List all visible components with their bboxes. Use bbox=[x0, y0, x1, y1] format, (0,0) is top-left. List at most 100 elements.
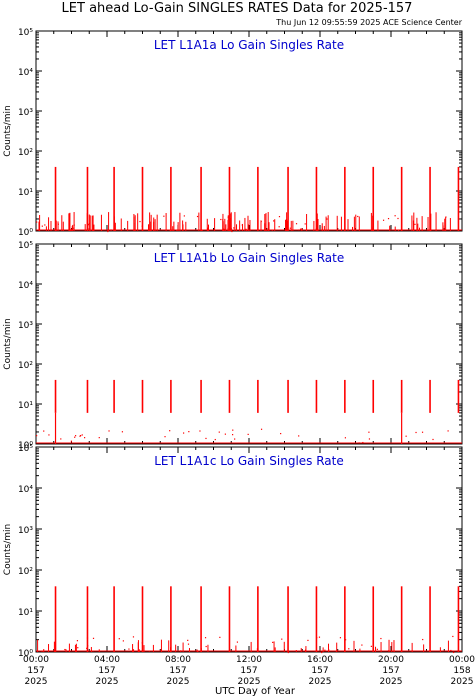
data-point bbox=[224, 433, 226, 435]
x-tick-label-time: 04:00 bbox=[94, 655, 120, 665]
data-point bbox=[36, 221, 38, 223]
data-point bbox=[241, 224, 243, 226]
plot-frame bbox=[35, 30, 463, 232]
y-tick-label: 10³ bbox=[18, 526, 33, 536]
data-point bbox=[247, 433, 249, 436]
data-point bbox=[163, 215, 165, 217]
x-tick-label-doy: 157 bbox=[98, 666, 115, 676]
data-point bbox=[204, 637, 207, 639]
y-axis-title: Counts/min bbox=[3, 318, 13, 369]
y-tick-label: 10¹ bbox=[18, 401, 33, 411]
data-point bbox=[36, 435, 38, 437]
figure-title: LET ahead Lo-Gain SINGLES RATES Data for… bbox=[62, 1, 413, 16]
data-point bbox=[64, 648, 66, 651]
data-point bbox=[84, 437, 86, 439]
y-tick-label: 10² bbox=[18, 567, 33, 577]
data-point bbox=[362, 441, 364, 444]
y-tick-label: 10⁵ bbox=[18, 241, 33, 251]
data-point bbox=[287, 651, 289, 654]
x-tick-label-doy: 157 bbox=[382, 666, 399, 676]
data-point bbox=[108, 430, 110, 432]
data-point bbox=[421, 431, 424, 433]
data-point bbox=[236, 641, 239, 643]
data-point bbox=[280, 432, 282, 435]
y-tick-label: 10⁴ bbox=[18, 485, 33, 495]
chart-panel-2: 10⁰ 10¹ 10² 10³ 10⁴ 10⁵ Counts/min LET L1A1b Lo… bbox=[3, 241, 463, 451]
data-point bbox=[76, 640, 79, 642]
y-tick-label: 10⁴ bbox=[18, 281, 33, 291]
data-point bbox=[376, 648, 378, 650]
data-point bbox=[234, 438, 236, 440]
x-axis-title: UTC Day of Year bbox=[215, 686, 296, 697]
data-point bbox=[87, 224, 90, 226]
data-point bbox=[74, 436, 76, 438]
data-point bbox=[199, 430, 201, 432]
data-point bbox=[260, 220, 262, 223]
data-point bbox=[231, 434, 234, 436]
data-point bbox=[281, 638, 283, 640]
data-point bbox=[44, 224, 46, 226]
data-point bbox=[397, 217, 399, 220]
data-point bbox=[74, 435, 77, 437]
data-point bbox=[422, 638, 424, 641]
data-point bbox=[98, 437, 100, 439]
x-tick-label-year: 2025 bbox=[96, 677, 119, 687]
x-tick-label-year: 2025 bbox=[380, 677, 403, 687]
x-tick-label-year: 2025 bbox=[451, 677, 474, 687]
data-point bbox=[272, 641, 274, 644]
chart-panel-1: 10⁰ 10¹ 10² 10³ 10⁴ 10⁵ Counts/min LET L1A1a Lo… bbox=[3, 28, 463, 238]
y-axis-title: Counts/min bbox=[3, 524, 13, 575]
data-point bbox=[414, 223, 416, 225]
data-point bbox=[415, 431, 417, 434]
data-point bbox=[231, 230, 233, 233]
data-point bbox=[233, 227, 235, 229]
data-point bbox=[79, 435, 81, 437]
x-tick-label-year: 2025 bbox=[167, 677, 190, 687]
data-point bbox=[182, 432, 185, 434]
data-point bbox=[205, 437, 207, 440]
data-point bbox=[266, 229, 268, 231]
plot-frame bbox=[35, 243, 463, 445]
data-point bbox=[370, 645, 372, 647]
data-point bbox=[348, 648, 350, 650]
data-point bbox=[382, 219, 385, 221]
data-point bbox=[73, 227, 75, 229]
data-point bbox=[307, 639, 309, 642]
data-point bbox=[326, 218, 328, 220]
data-point bbox=[132, 636, 135, 638]
data-point bbox=[260, 428, 263, 430]
data-point bbox=[357, 215, 359, 218]
data-point bbox=[128, 648, 130, 650]
data-point bbox=[380, 637, 382, 640]
data-point bbox=[295, 223, 298, 225]
data-point bbox=[368, 431, 370, 433]
data-point bbox=[318, 636, 321, 638]
data-point bbox=[232, 429, 234, 431]
timestamp: Thu Jun 12 09:55:59 2025 ACE Science Cen… bbox=[275, 18, 462, 27]
data-point bbox=[304, 223, 306, 225]
x-tick-label-doy: 157 bbox=[169, 666, 186, 676]
x-tick-label-doy: 157 bbox=[27, 666, 44, 676]
data-point bbox=[107, 230, 109, 233]
data-point bbox=[245, 228, 247, 230]
data-point bbox=[214, 438, 216, 441]
data-point bbox=[219, 636, 221, 638]
data-point bbox=[344, 437, 346, 439]
x-tick-label-doy: 157 bbox=[311, 666, 328, 676]
data-point bbox=[387, 650, 390, 652]
data-point bbox=[187, 643, 190, 645]
data-point bbox=[187, 639, 189, 641]
data-point bbox=[405, 435, 407, 437]
data-point bbox=[299, 228, 302, 230]
x-tick-label-year: 2025 bbox=[238, 677, 261, 687]
x-tick-label-time: 12:00 bbox=[236, 655, 262, 665]
y-axis-title: Counts/min bbox=[3, 105, 13, 156]
panel-title: LET L1A1c Lo Gain Singles Rate bbox=[154, 454, 344, 468]
y-tick-label: 10⁵ bbox=[18, 28, 33, 38]
data-point bbox=[77, 647, 79, 649]
x-tick-label-doy: 157 bbox=[240, 666, 257, 676]
data-point bbox=[183, 215, 185, 217]
data-point bbox=[387, 217, 390, 220]
data-point bbox=[452, 635, 454, 638]
